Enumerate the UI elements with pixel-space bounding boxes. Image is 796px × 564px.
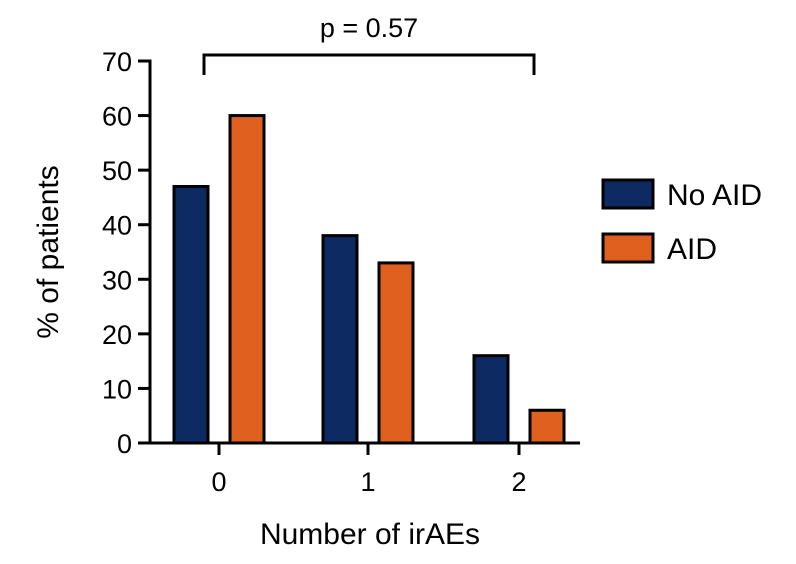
- bar-no-aid-2: [472, 354, 510, 445]
- significance-annotation: p = 0.57: [202, 13, 536, 75]
- y-tick-label: 10: [102, 374, 132, 404]
- x-tick-label: 2: [511, 467, 526, 497]
- y-tick-label: 30: [102, 265, 132, 295]
- x-axis-title: Number of irAEs: [260, 518, 480, 551]
- p-value-label: p = 0.57: [320, 13, 418, 43]
- y-axis: 0 10 20 30 40 50 60 70: [102, 47, 152, 459]
- legend-swatch: [601, 232, 655, 264]
- y-tick-label: 40: [102, 211, 132, 241]
- significance-bracket: [202, 53, 536, 75]
- bar-aid-1: [377, 261, 415, 445]
- y-tick-label: 20: [102, 320, 132, 350]
- y-tick-label: 0: [117, 429, 132, 459]
- y-tick-label: 60: [102, 102, 132, 132]
- x-tick-label: 1: [360, 467, 375, 497]
- legend-label: AID: [667, 233, 717, 266]
- x-axis: 0 1 2: [148, 441, 580, 497]
- bars: [172, 114, 566, 445]
- bar-no-aid-1: [321, 234, 359, 445]
- y-axis-title: % of patients: [32, 165, 65, 338]
- bar-aid-0: [228, 114, 266, 445]
- legend-swatch: [601, 178, 655, 210]
- y-tick-label: 70: [102, 47, 132, 77]
- bar-aid-2: [528, 408, 566, 445]
- x-tick-label: 0: [211, 467, 226, 497]
- legend: No AID AID: [601, 178, 762, 266]
- y-tick-label: 50: [102, 156, 132, 186]
- legend-label: No AID: [667, 179, 762, 212]
- bar-no-aid-0: [172, 185, 210, 445]
